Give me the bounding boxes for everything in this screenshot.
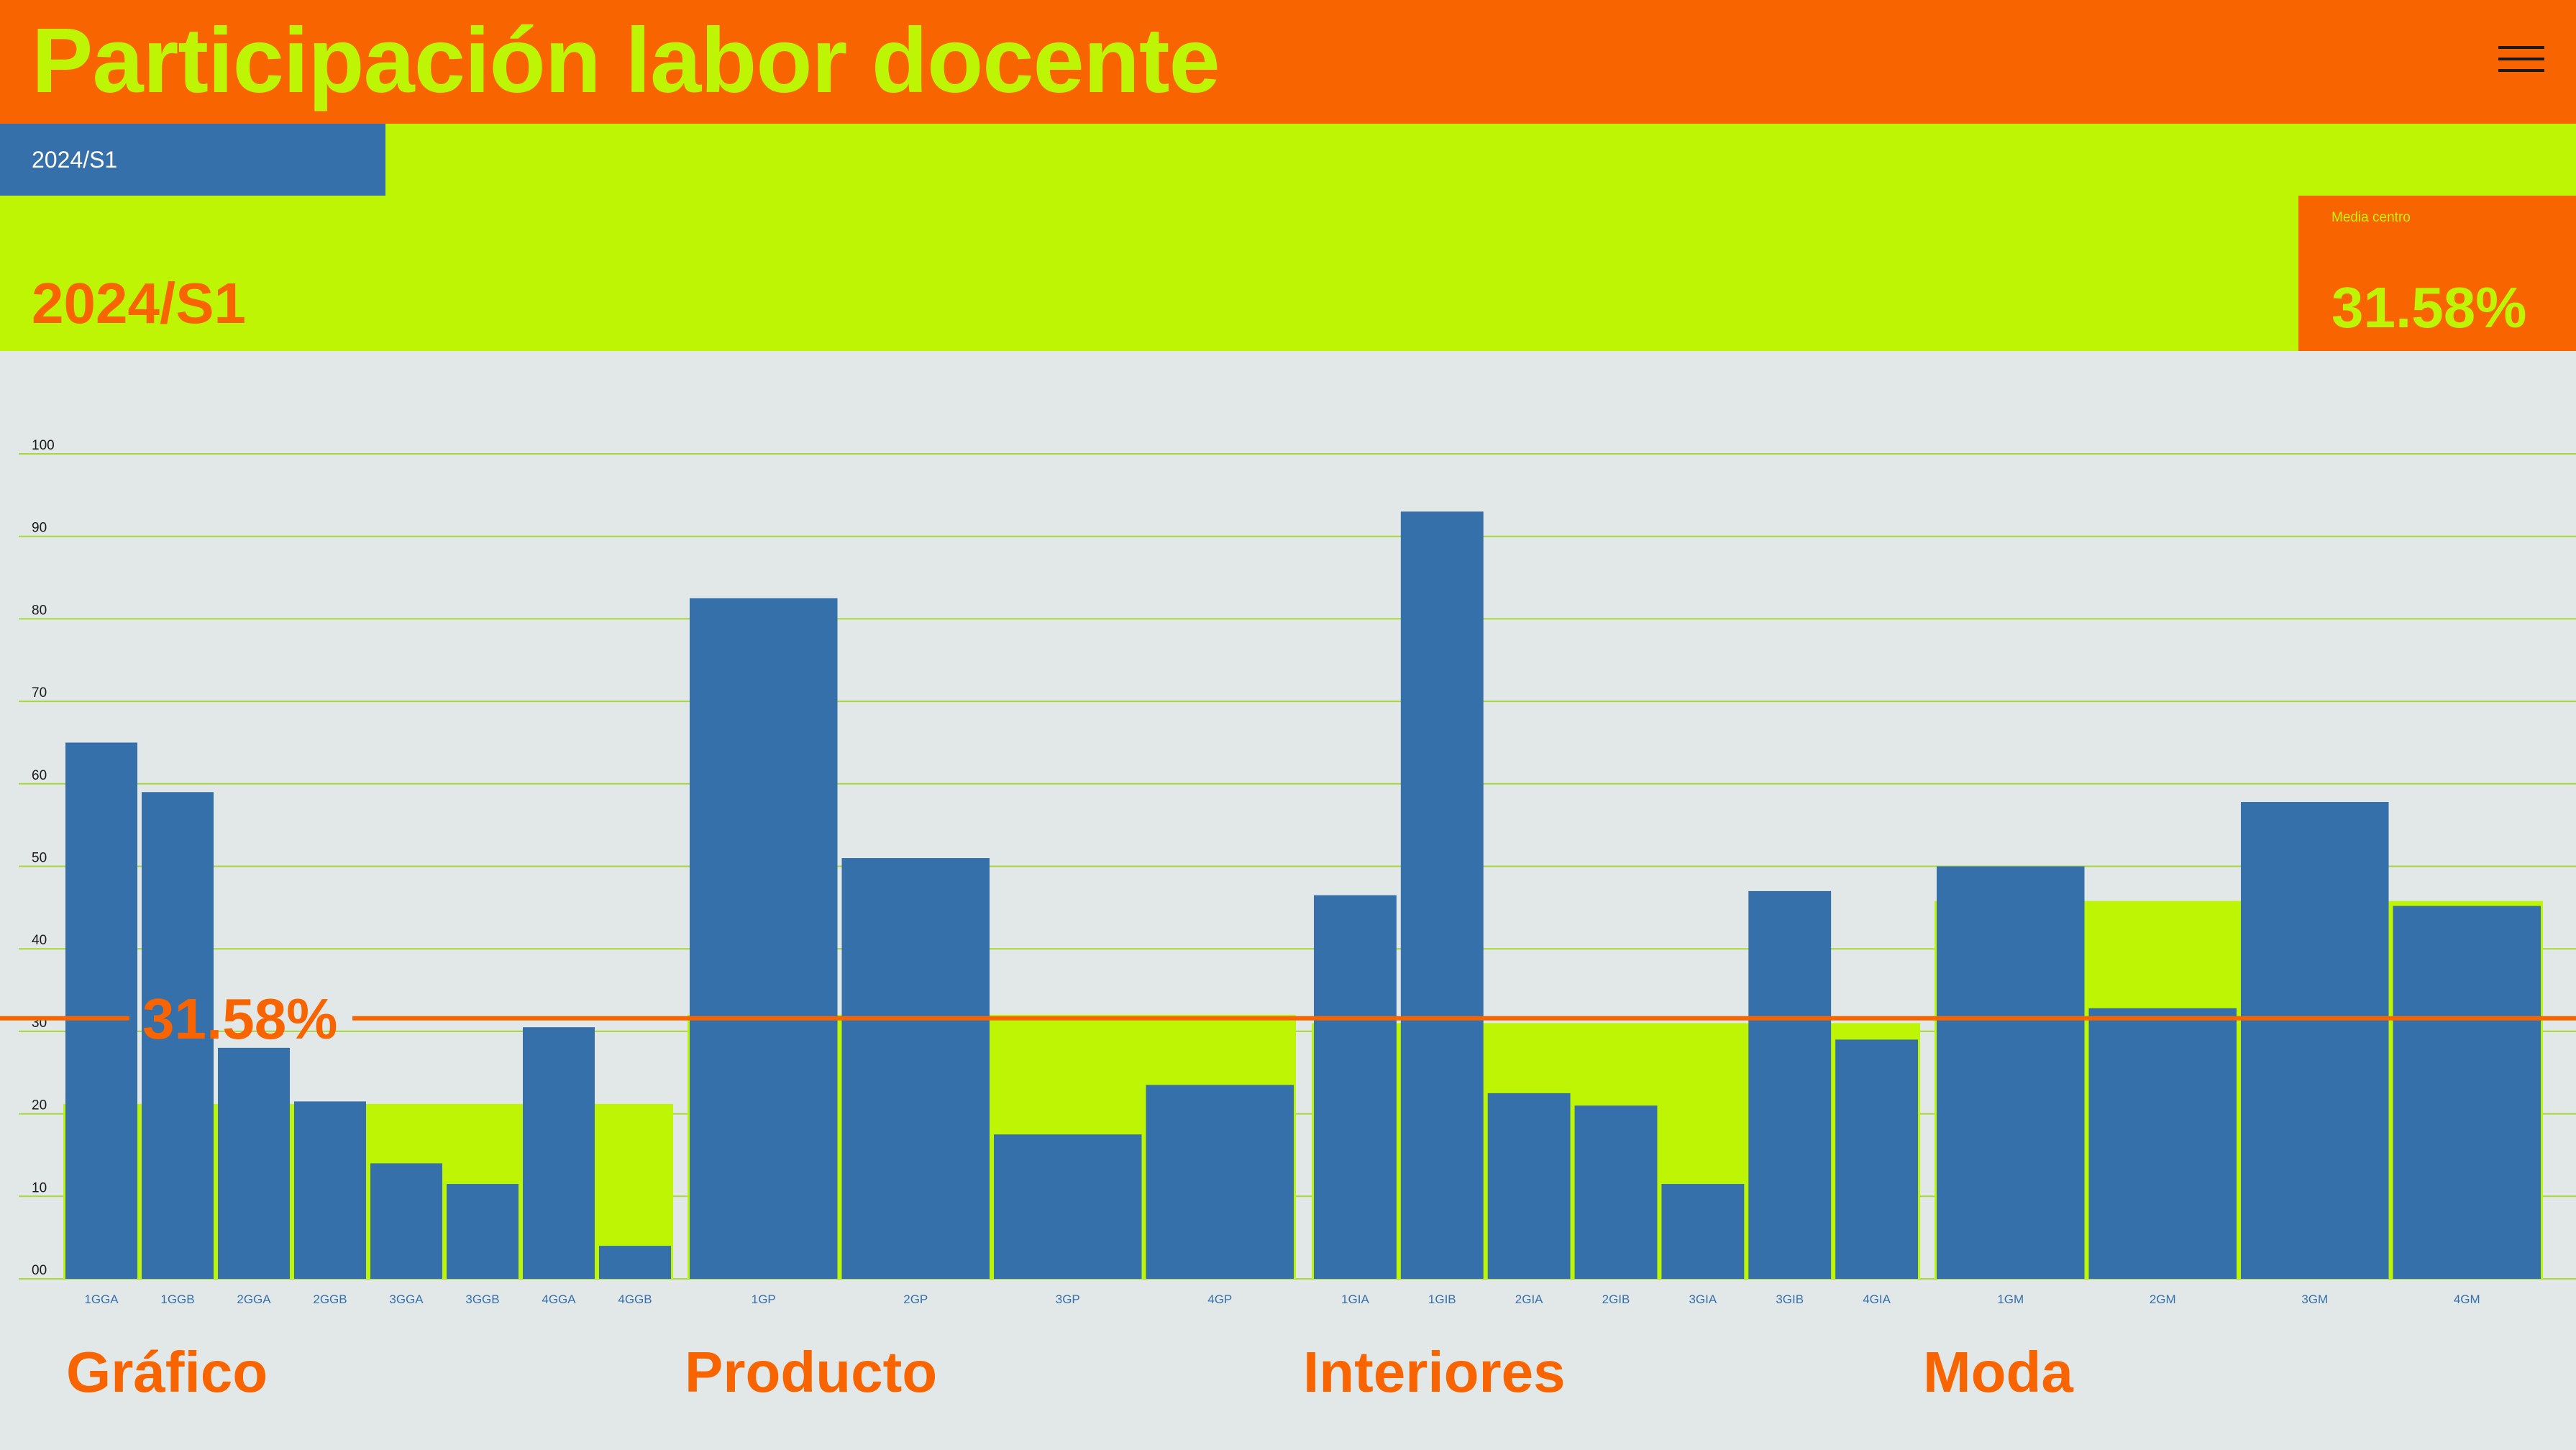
x-tick-label: 4GGA (542, 1292, 576, 1306)
y-tick-label: 20 (32, 1098, 47, 1113)
bar-4gm (2393, 906, 2541, 1279)
x-tick-label: 2GIB (1602, 1292, 1630, 1306)
bar-4ggb (599, 1246, 671, 1279)
bar-3gia (1661, 1184, 1745, 1279)
x-tick-label: 2GP (903, 1292, 928, 1306)
x-tick-label: 4GP (1207, 1292, 1232, 1306)
media-centro-card: Media centro 31.58% (2298, 196, 2576, 351)
bar-1ggb (142, 792, 214, 1279)
x-tick-label: 1GGA (84, 1292, 119, 1306)
page-title: Participación labor docente (32, 9, 1220, 112)
media-centro-line-label: 31.58% (142, 987, 337, 1051)
media-centro-label: Media centro (2331, 210, 2411, 225)
bar-3gp (994, 1134, 1142, 1279)
bar-1gm (1937, 866, 2085, 1279)
bar-1gia (1314, 895, 1397, 1279)
group-label-grafico: Gráfico (66, 1340, 268, 1404)
tab-2024-s1[interactable]: 2024/S1 (0, 124, 385, 196)
x-tick-label: 4GIA (1863, 1292, 1891, 1306)
bar-4gga (523, 1027, 595, 1279)
y-tick-label: 70 (32, 685, 47, 701)
summary-band: 2024/S1 Media centro 31.58% (0, 196, 2576, 351)
y-tick-label: 80 (32, 603, 47, 618)
group-label-interiores: Interiores (1303, 1340, 1566, 1404)
bar-2gp (841, 858, 990, 1279)
media-centro-value: 31.58% (2331, 275, 2527, 339)
x-tick-label: 1GIA (1341, 1292, 1369, 1306)
hamburger-menu-icon[interactable] (2498, 46, 2544, 75)
bar-1gga (65, 742, 137, 1279)
x-tick-label: 1GIB (1428, 1292, 1456, 1306)
bar-3gga (370, 1163, 442, 1279)
x-tick-label: 3GGA (389, 1292, 424, 1306)
x-tick-label: 2GGB (313, 1292, 347, 1306)
x-tick-label: 2GGA (237, 1292, 271, 1306)
y-tick-label: 00 (32, 1263, 47, 1278)
x-tick-label: 3GIA (1689, 1292, 1717, 1306)
x-tick-label: 1GM (1997, 1292, 2024, 1306)
bar-1gib (1400, 511, 1484, 1279)
y-tick-label: 40 (32, 933, 47, 948)
bar-2gm (2088, 1008, 2237, 1279)
y-tick-label: 50 (32, 851, 47, 866)
x-tick-label: 1GGB (160, 1292, 194, 1306)
bar-4gia (1835, 1039, 1918, 1279)
x-tick-label: 3GGB (465, 1292, 499, 1306)
bar-2ggb (294, 1101, 366, 1279)
x-tick-label: 1GP (752, 1292, 776, 1306)
x-tick-label: 4GM (2454, 1292, 2480, 1306)
bar-2gib (1574, 1105, 1658, 1279)
y-tick-label: 100 (32, 438, 55, 453)
y-tick-label: 60 (32, 768, 47, 783)
bar-4gp (1146, 1085, 1294, 1279)
x-tick-label: 3GIB (1776, 1292, 1804, 1306)
bar-3gm (2241, 802, 2389, 1279)
y-tick-label: 90 (32, 521, 47, 536)
x-tick-label: 2GM (2150, 1292, 2176, 1306)
bar-3ggb (447, 1184, 519, 1279)
bar-1gp (690, 598, 838, 1279)
period-tabs: 2024/S1 (0, 124, 2576, 196)
x-tick-label: 2GIA (1515, 1292, 1543, 1306)
y-tick-label: 10 (32, 1180, 47, 1195)
page-header: Participación labor docente (0, 0, 2576, 124)
group-label-moda: Moda (1923, 1340, 2073, 1404)
bar-2gia (1487, 1093, 1571, 1279)
period-heading: 2024/S1 (32, 271, 247, 335)
group-label-producto: Producto (685, 1340, 938, 1404)
x-tick-label: 4GGB (618, 1292, 652, 1306)
bar-2gga (218, 1047, 290, 1279)
bar-3gib (1748, 890, 1832, 1279)
x-tick-label: 3GM (2301, 1292, 2328, 1306)
x-tick-label: 3GP (1056, 1292, 1080, 1306)
